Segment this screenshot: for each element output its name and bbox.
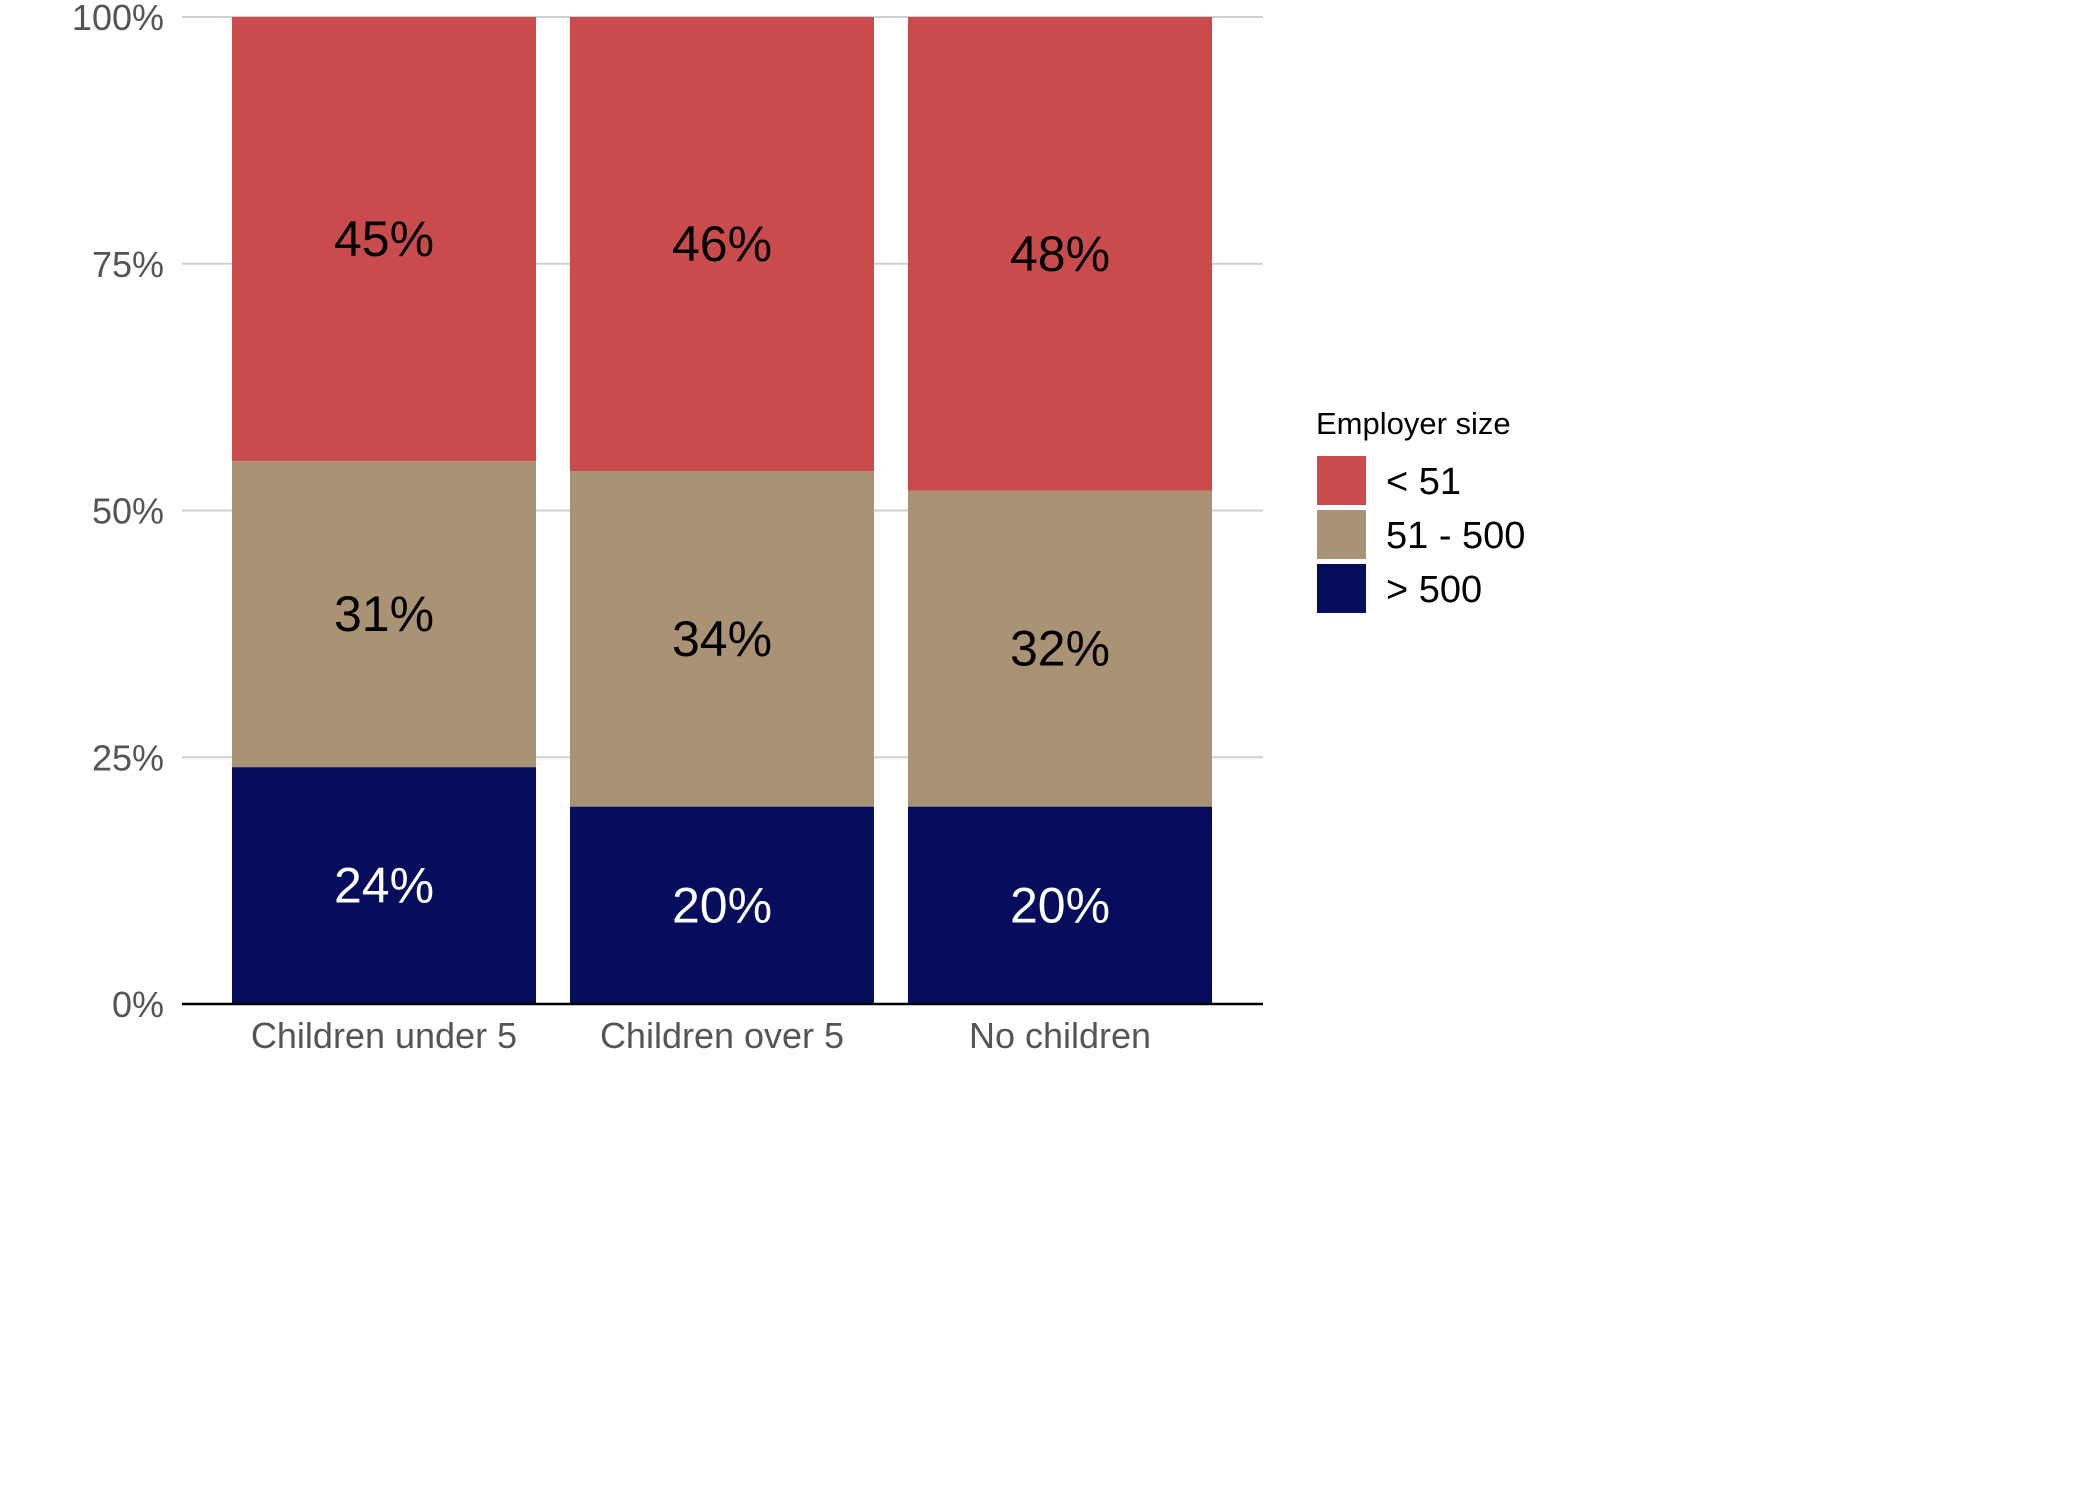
data-label: 20%: [1010, 877, 1110, 933]
legend-swatch: [1317, 564, 1366, 613]
y-tick-label: 50%: [92, 491, 164, 532]
y-tick-label: 100%: [72, 0, 164, 38]
bar-segment: [232, 461, 536, 768]
data-label: 46%: [672, 216, 772, 272]
data-labels: 24% 31% 45% 20% 34% 46% 20% 32% 48%: [334, 211, 1110, 933]
x-tick-label: Children over 5: [600, 1015, 844, 1056]
bar-segment: [232, 17, 536, 462]
legend-label: 51 - 500: [1386, 515, 1525, 557]
data-label: 32%: [1010, 621, 1110, 677]
bar-segment: [908, 490, 1212, 807]
y-tick-label: 75%: [92, 244, 164, 285]
bars: [232, 17, 1212, 1004]
y-tick-label: 25%: [92, 737, 164, 778]
x-tick-label: Children under 5: [251, 1015, 517, 1056]
bar-segment: [570, 806, 874, 1004]
data-label: 31%: [334, 586, 434, 642]
legend-swatch: [1317, 456, 1366, 505]
bar-segment: [908, 806, 1212, 1004]
bar-segment: [908, 17, 1212, 491]
data-label: 24%: [334, 858, 434, 914]
x-tick-label: No children: [969, 1015, 1151, 1056]
data-label: 48%: [1010, 226, 1110, 282]
legend-label: > 500: [1386, 569, 1482, 611]
data-label: 34%: [672, 611, 772, 667]
data-label: 20%: [672, 877, 772, 933]
bar-segment: [570, 471, 874, 807]
axes: 0% 25% 50% 75% 100% Children under 5 Children …: [72, 0, 1263, 1056]
stacked-bar-chart: 0% 25% 50% 75% 100% Children under 5 Children …: [72, 0, 1526, 1056]
chart-canvas: 0% 25% 50% 75% 100% Children under 5 Children …: [72, 0, 1526, 1056]
legend-title: Employer size: [1316, 406, 1511, 441]
legend-swatch: [1317, 510, 1366, 559]
bar-segment: [232, 767, 536, 1004]
y-tick-label: 0%: [112, 984, 164, 1025]
bar-segment: [570, 17, 874, 472]
data-label: 45%: [334, 211, 434, 267]
legend-label: < 51: [1386, 461, 1461, 503]
legend: Employer size < 51 51 - 500 > 500: [1316, 406, 1525, 613]
